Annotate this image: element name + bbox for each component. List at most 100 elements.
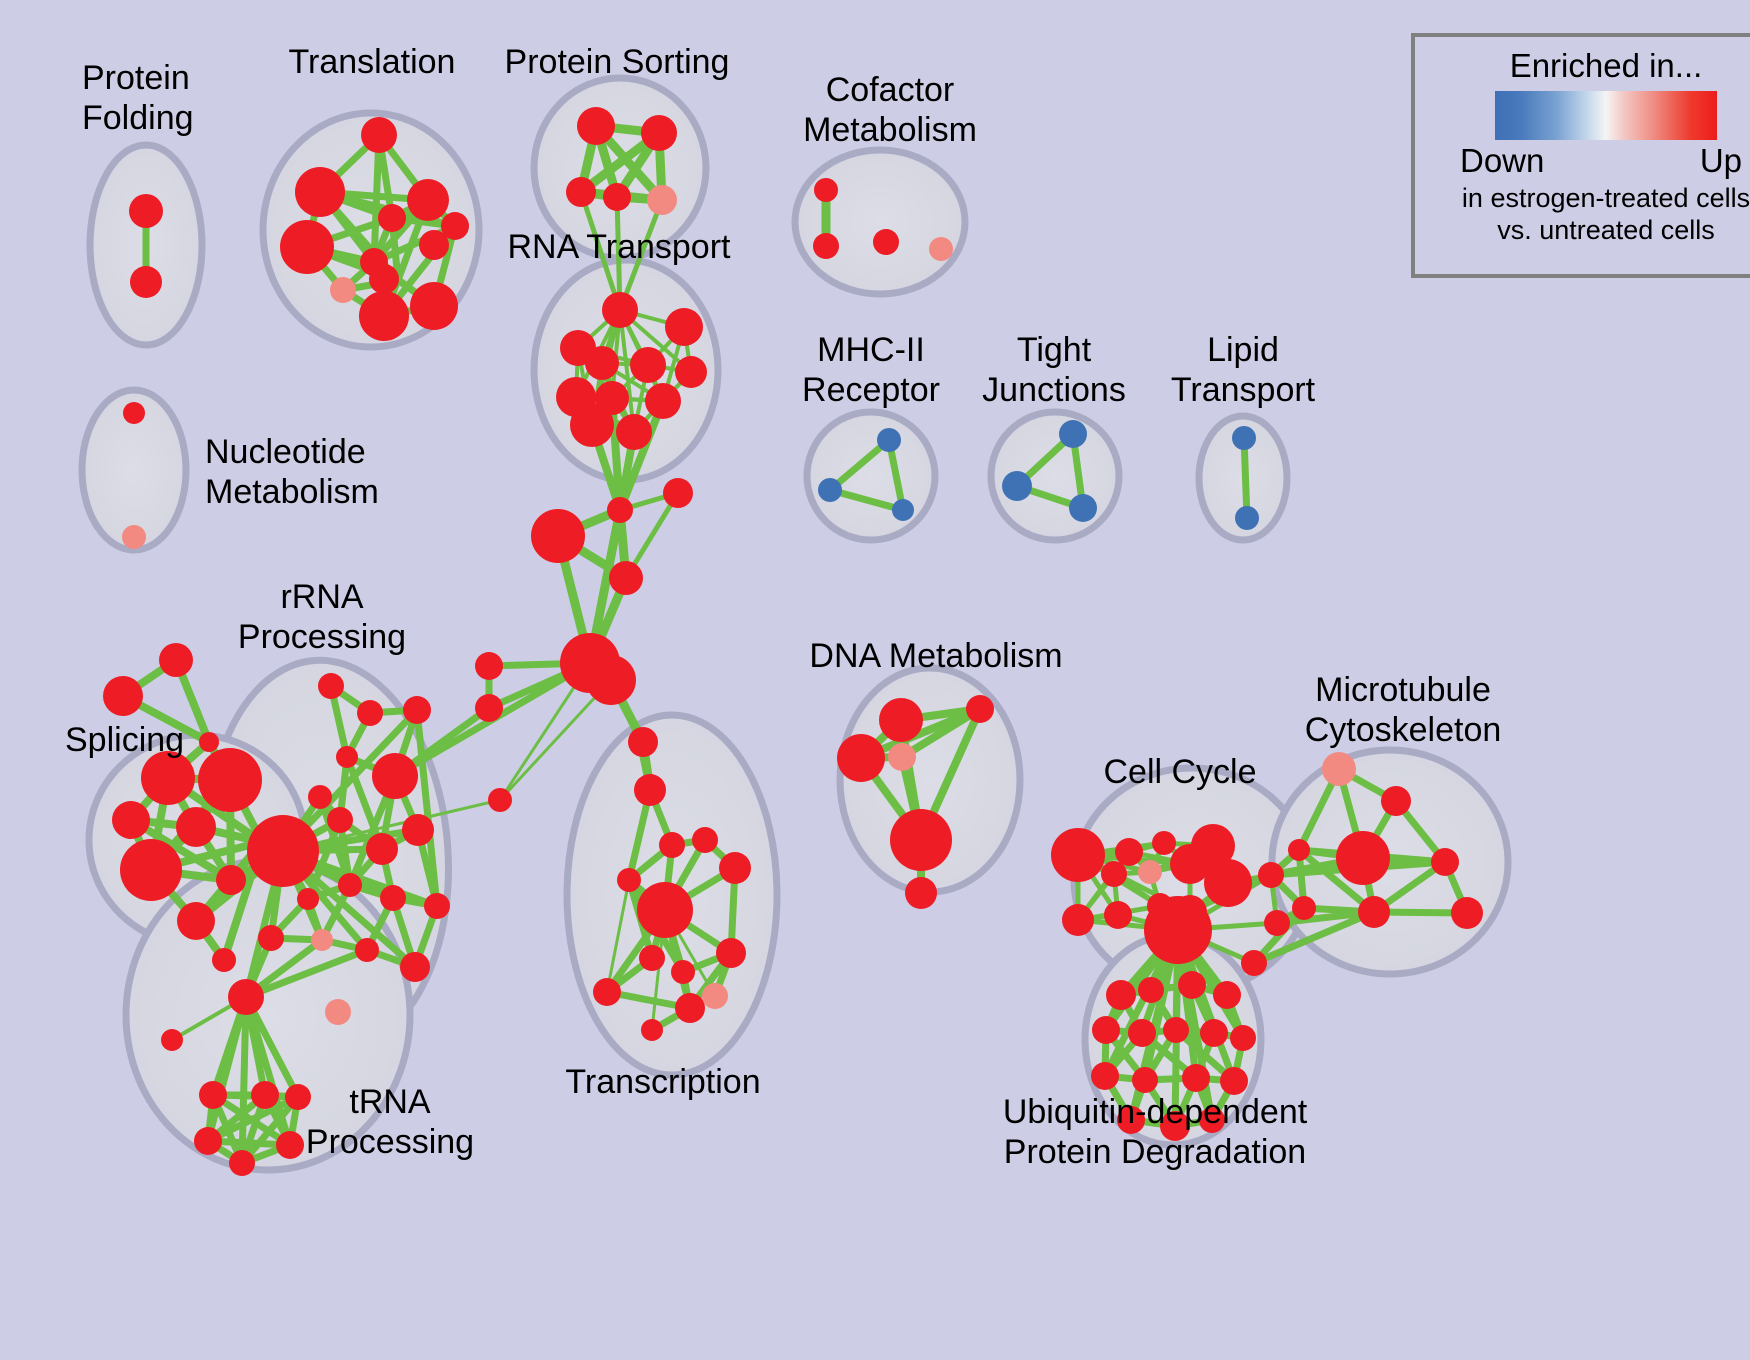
node[interactable] <box>813 233 839 259</box>
hull-nucleotide-metabolism[interactable] <box>78 386 190 554</box>
node[interactable] <box>130 266 162 298</box>
node[interactable] <box>380 885 406 911</box>
node[interactable] <box>295 167 345 217</box>
node[interactable] <box>251 1081 279 1109</box>
node[interactable] <box>616 414 652 450</box>
node[interactable] <box>1232 426 1256 450</box>
hull-mhc-ii-receptor[interactable] <box>803 408 939 544</box>
node[interactable] <box>1152 831 1176 855</box>
node[interactable] <box>1101 861 1127 887</box>
node[interactable] <box>1069 494 1097 522</box>
node[interactable] <box>369 264 399 294</box>
node[interactable] <box>692 827 718 853</box>
node[interactable] <box>247 815 319 887</box>
node[interactable] <box>966 695 994 723</box>
node[interactable] <box>285 1084 311 1110</box>
node[interactable] <box>1002 471 1032 501</box>
node[interactable] <box>1431 848 1459 876</box>
node[interactable] <box>675 993 705 1023</box>
node[interactable] <box>671 960 695 984</box>
node[interactable] <box>280 220 334 274</box>
node[interactable] <box>1138 977 1164 1003</box>
node[interactable] <box>1163 1017 1189 1043</box>
node[interactable] <box>419 230 449 260</box>
node[interactable] <box>630 347 666 383</box>
node[interactable] <box>647 185 677 215</box>
node[interactable] <box>1213 981 1241 1009</box>
node[interactable] <box>198 748 262 812</box>
node[interactable] <box>716 938 746 968</box>
node[interactable] <box>1051 828 1105 882</box>
node[interactable] <box>659 832 685 858</box>
node[interactable] <box>141 751 195 805</box>
node[interactable] <box>194 1127 222 1155</box>
node[interactable] <box>890 809 952 871</box>
node[interactable] <box>441 212 469 240</box>
node[interactable] <box>877 428 901 452</box>
node[interactable] <box>607 497 633 523</box>
node[interactable] <box>199 1081 227 1109</box>
node[interactable] <box>641 115 677 151</box>
node[interactable] <box>176 807 216 847</box>
node[interactable] <box>1115 838 1143 866</box>
node[interactable] <box>228 979 264 1015</box>
node[interactable] <box>602 292 638 328</box>
node[interactable] <box>122 525 146 549</box>
node[interactable] <box>199 732 219 752</box>
node[interactable] <box>338 873 362 897</box>
node[interactable] <box>276 1131 304 1159</box>
node[interactable] <box>330 277 356 303</box>
node[interactable] <box>112 801 150 839</box>
node[interactable] <box>400 952 430 982</box>
node[interactable] <box>403 696 431 724</box>
node[interactable] <box>1336 831 1390 885</box>
node[interactable] <box>873 229 899 255</box>
node[interactable] <box>327 807 353 833</box>
node[interactable] <box>837 734 885 782</box>
node[interactable] <box>675 356 707 388</box>
node[interactable] <box>585 346 619 380</box>
node[interactable] <box>1059 420 1087 448</box>
node[interactable] <box>177 902 215 940</box>
node[interactable] <box>318 673 344 699</box>
node[interactable] <box>1178 971 1206 999</box>
node[interactable] <box>355 938 379 962</box>
node[interactable] <box>570 403 614 447</box>
node[interactable] <box>1104 901 1132 929</box>
node[interactable] <box>1117 1106 1145 1134</box>
node[interactable] <box>488 788 512 812</box>
node[interactable] <box>212 948 236 972</box>
node[interactable] <box>1220 1067 1248 1095</box>
node[interactable] <box>1235 506 1259 530</box>
node[interactable] <box>1144 896 1212 964</box>
node[interactable] <box>216 865 246 895</box>
node[interactable] <box>665 308 703 346</box>
node[interactable] <box>603 183 631 211</box>
node[interactable] <box>1200 1019 1228 1047</box>
node[interactable] <box>892 499 914 521</box>
node[interactable] <box>818 478 842 502</box>
node[interactable] <box>645 383 681 419</box>
node[interactable] <box>424 893 450 919</box>
node[interactable] <box>1451 897 1483 929</box>
node[interactable] <box>905 877 937 909</box>
node[interactable] <box>593 978 621 1006</box>
node[interactable] <box>639 945 665 971</box>
node[interactable] <box>1322 752 1356 786</box>
node[interactable] <box>1191 824 1235 868</box>
node[interactable] <box>1264 910 1290 936</box>
node[interactable] <box>719 852 751 884</box>
node[interactable] <box>1106 980 1136 1010</box>
node[interactable] <box>609 561 643 595</box>
node[interactable] <box>336 746 358 768</box>
node[interactable] <box>410 282 458 330</box>
node[interactable] <box>120 839 182 901</box>
node[interactable] <box>879 698 923 742</box>
node[interactable] <box>1241 950 1267 976</box>
node[interactable] <box>1132 1067 1158 1093</box>
node[interactable] <box>663 478 693 508</box>
node[interactable] <box>311 929 333 951</box>
node[interactable] <box>103 676 143 716</box>
node[interactable] <box>531 509 585 563</box>
node[interactable] <box>159 643 193 677</box>
